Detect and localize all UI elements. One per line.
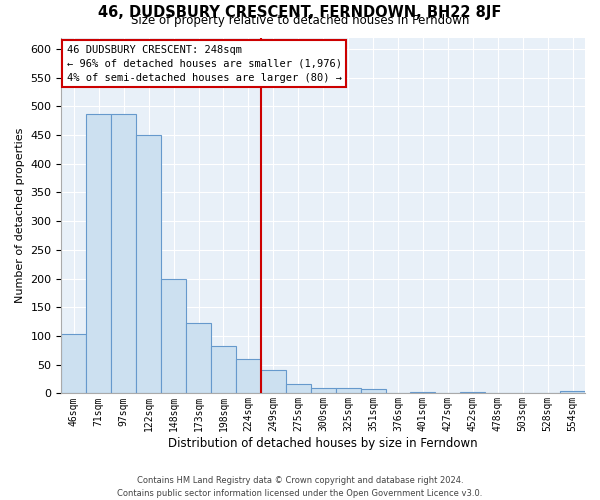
Bar xyxy=(186,324,211,394)
Bar xyxy=(361,390,386,394)
Bar xyxy=(211,346,236,394)
Bar xyxy=(286,384,311,394)
Bar xyxy=(410,392,436,394)
Bar xyxy=(460,392,485,394)
Text: 46, DUDSBURY CRESCENT, FERNDOWN, BH22 8JF: 46, DUDSBURY CRESCENT, FERNDOWN, BH22 8J… xyxy=(98,5,502,20)
Bar xyxy=(236,359,261,394)
Bar xyxy=(261,370,286,394)
X-axis label: Distribution of detached houses by size in Ferndown: Distribution of detached houses by size … xyxy=(169,437,478,450)
Bar xyxy=(86,114,111,394)
Bar xyxy=(335,388,361,394)
Bar xyxy=(136,135,161,394)
Bar xyxy=(560,390,585,394)
Y-axis label: Number of detached properties: Number of detached properties xyxy=(15,128,25,303)
Bar xyxy=(111,114,136,394)
Text: 46 DUDSBURY CRESCENT: 248sqm
← 96% of detached houses are smaller (1,976)
4% of : 46 DUDSBURY CRESCENT: 248sqm ← 96% of de… xyxy=(67,44,341,82)
Bar xyxy=(61,334,86,394)
Text: Size of property relative to detached houses in Ferndown: Size of property relative to detached ho… xyxy=(131,14,469,27)
Bar xyxy=(161,278,186,394)
Bar xyxy=(311,388,335,394)
Text: Contains HM Land Registry data © Crown copyright and database right 2024.
Contai: Contains HM Land Registry data © Crown c… xyxy=(118,476,482,498)
